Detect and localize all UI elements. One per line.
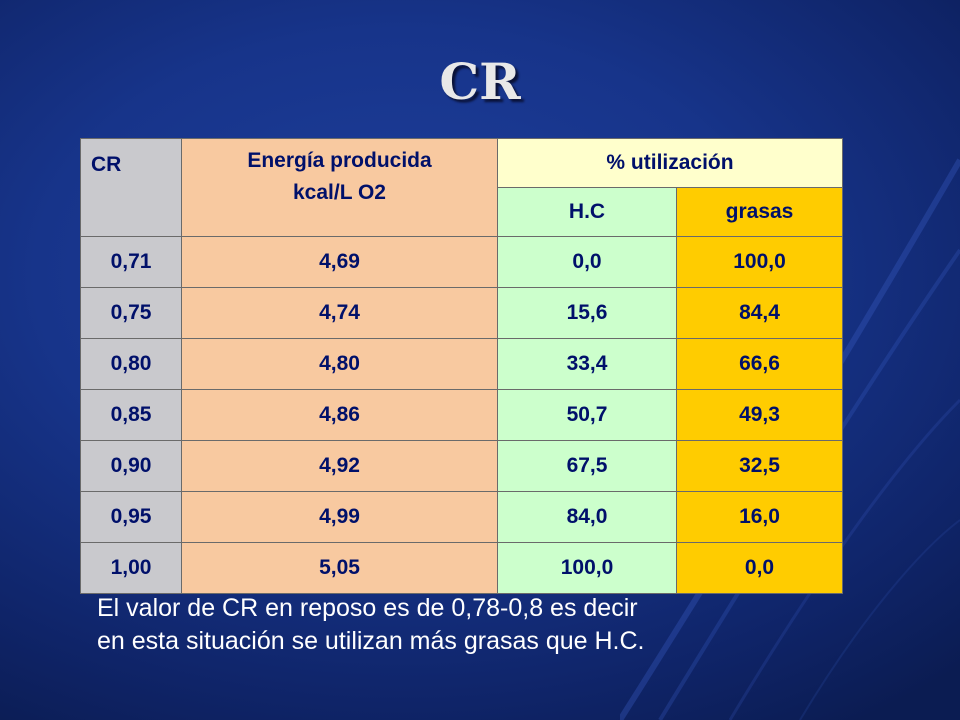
table-header-row-1: CR Energía producida kcal/L O2 % utiliza…	[80, 138, 843, 237]
cell-fat-pct: 49,3	[676, 389, 843, 441]
cell-fat-pct: 100,0	[676, 236, 843, 288]
header-fat: grasas	[676, 187, 843, 237]
table-row: 0,85 4,86 50,7 49,3	[80, 389, 843, 441]
cell-hc-pct: 15,6	[497, 287, 677, 339]
note-text: El valor de CR en reposo es de 0,78-0,8 …	[97, 592, 857, 658]
header-energy-line1: Energía producida	[247, 149, 432, 172]
cell-hc-pct: 67,5	[497, 440, 677, 492]
cell-hc-pct: 33,4	[497, 338, 677, 390]
header-energy-line2: kcal/L O2	[292, 181, 386, 204]
cell-hc-pct: 0,0	[497, 236, 677, 288]
cell-fat-pct: 0,0	[676, 542, 843, 594]
header-hc: H.C	[497, 187, 677, 237]
cell-energy: 4,74	[181, 287, 498, 339]
note-line-2: en esta situación se utilizan más grasas…	[97, 627, 645, 655]
cell-cr: 1,00	[80, 542, 182, 594]
table-row: 0,80 4,80 33,4 66,6	[80, 338, 843, 390]
cell-cr: 0,90	[80, 440, 182, 492]
table-row: 0,71 4,69 0,0 100,0	[80, 236, 843, 288]
cell-fat-pct: 66,6	[676, 338, 843, 390]
cell-hc-pct: 84,0	[497, 491, 677, 543]
cell-cr: 0,75	[80, 287, 182, 339]
table-row: 0,90 4,92 67,5 32,5	[80, 440, 843, 492]
cell-energy: 5,05	[181, 542, 498, 594]
cell-fat-pct: 84,4	[676, 287, 843, 339]
cell-cr: 0,95	[80, 491, 182, 543]
cell-cr: 0,85	[80, 389, 182, 441]
table-row: 1,00 5,05 100,0 0,0	[80, 542, 843, 594]
table-row: 0,95 4,99 84,0 16,0	[80, 491, 843, 543]
header-utilization: % utilización	[497, 138, 843, 188]
cell-cr: 0,71	[80, 236, 182, 288]
cell-fat-pct: 32,5	[676, 440, 843, 492]
cell-hc-pct: 50,7	[497, 389, 677, 441]
cell-energy: 4,86	[181, 389, 498, 441]
table-header-row-2: H.C grasas	[81, 187, 843, 237]
slide-title: CR	[439, 52, 521, 111]
note-line-1: El valor de CR en reposo es de 0,78-0,8 …	[97, 594, 638, 622]
table-row: 0,75 4,74 15,6 84,4	[80, 287, 843, 339]
header-energy: Energía producida kcal/L O2	[181, 138, 498, 237]
cell-cr: 0,80	[80, 338, 182, 390]
header-cr: CR	[80, 138, 182, 237]
cell-hc-pct: 100,0	[497, 542, 677, 594]
cell-energy: 4,80	[181, 338, 498, 390]
cell-energy: 4,69	[181, 236, 498, 288]
cell-energy: 4,99	[181, 491, 498, 543]
respiratory-quotient-table: CR Energía producida kcal/L O2 % utiliza…	[80, 138, 843, 594]
cell-energy: 4,92	[181, 440, 498, 492]
cell-fat-pct: 16,0	[676, 491, 843, 543]
